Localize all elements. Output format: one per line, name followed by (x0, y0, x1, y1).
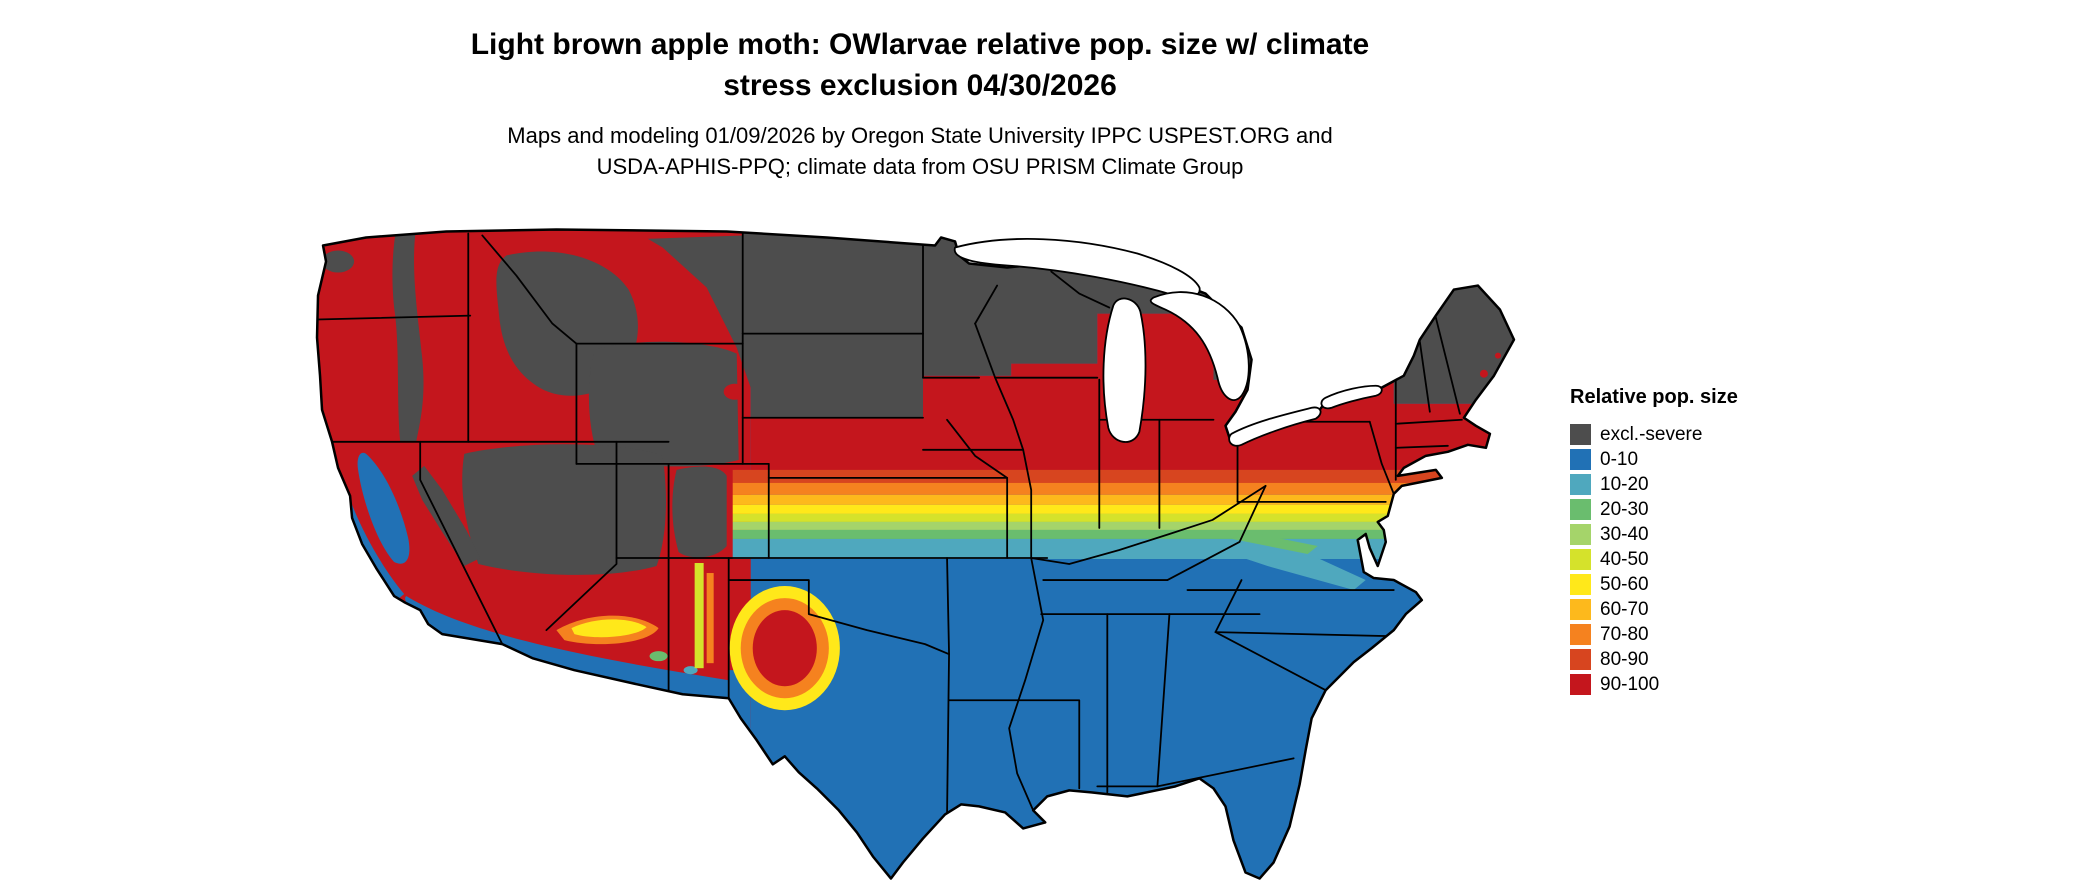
legend-swatch (1570, 474, 1591, 495)
legend-item: 30-40 (1570, 522, 1738, 547)
figure-header: Light brown apple moth: OWlarvae relativ… (0, 24, 1840, 182)
fill-olympics-gray (322, 250, 355, 273)
legend-label: 30-40 (1600, 524, 1649, 545)
fill-rio-grande-strip (694, 563, 704, 669)
fill-cascades-gray (392, 229, 424, 442)
legend-swatch (1570, 574, 1591, 595)
fill-band-30-40 (732, 521, 1514, 530)
fill-ca-coast-blue (344, 499, 405, 605)
fill-maine-coast-red-2 (1494, 352, 1501, 359)
figure-subtitle: Maps and modeling 01/09/2026 by Oregon S… (0, 120, 1840, 182)
us-map (306, 226, 1528, 890)
legend-label: 90-100 (1600, 674, 1660, 695)
legend-swatch (1570, 424, 1591, 445)
legend-swatch (1570, 624, 1591, 645)
legend-label: 40-50 (1600, 549, 1649, 570)
legend-label: 10-20 (1600, 474, 1649, 495)
legend-title: Relative pop. size (1570, 386, 1738, 408)
fill-adirondacks-gray (1341, 333, 1390, 366)
legend-swatch (1570, 599, 1591, 620)
legend-item: 10-20 (1570, 472, 1738, 497)
lake-huron (1149, 291, 1250, 401)
fill-colorado-rockies-gray (672, 466, 727, 558)
legend-item: 0-10 (1570, 447, 1738, 472)
legend-label: 80-90 (1600, 649, 1649, 670)
us-outline (315, 228, 1516, 880)
fill-black-hills-red (723, 383, 746, 400)
legend-label: 60-70 (1600, 599, 1649, 620)
legend-swatch (1570, 524, 1591, 545)
fill-mogollon-yellow (571, 619, 647, 638)
legend-item: 80-90 (1570, 647, 1738, 672)
figure-subtitle-line1: Maps and modeling 01/09/2026 by Oregon S… (507, 123, 1333, 148)
fill-band-80-90 (732, 469, 1514, 483)
fill-central-valley-blue (357, 452, 410, 564)
fill-band-60-70 (732, 494, 1514, 505)
legend-item: excl.-severe (1570, 422, 1738, 447)
legend-item: 20-30 (1570, 497, 1738, 522)
great-lakes (953, 238, 1383, 447)
fill-southwest-desert-blue (405, 596, 729, 699)
fill-band-70-80 (732, 482, 1514, 495)
us-map-svg (315, 228, 1516, 880)
legend-item: 60-70 (1570, 597, 1738, 622)
legend-swatch (1570, 549, 1591, 570)
fill-band-10-20 (732, 538, 1514, 560)
fill-nm-teal-speck (683, 666, 698, 675)
lake-ontario (1320, 384, 1383, 410)
legend-swatch (1570, 649, 1591, 670)
legend-item: 70-80 (1570, 622, 1738, 647)
legend-item: 40-50 (1570, 547, 1738, 572)
fill-wtx-red (752, 610, 817, 687)
legend: Relative pop. size excl.-severe 0-10 10-… (1570, 386, 1738, 697)
fill-appalachian-teal (1219, 538, 1366, 591)
fill-sierra-gray (412, 465, 481, 567)
fill-az-green-speck (649, 651, 668, 662)
figure-title: Light brown apple moth: OWlarvae relativ… (0, 24, 1840, 106)
legend-label: 0-10 (1600, 449, 1639, 470)
legend-item: 90-100 (1570, 672, 1738, 697)
legend-items: excl.-severe 0-10 10-20 20-30 30-40 40-5… (1570, 422, 1738, 697)
fill-maine-coast-red-1 (1479, 369, 1488, 378)
fill-band-20-30 (732, 529, 1514, 539)
figure-title-line2: stress exclusion 04/30/2026 (723, 69, 1117, 102)
fill-wyoming-gray (588, 341, 739, 467)
legend-label: excl.-severe (1600, 424, 1703, 445)
figure-title-line1: Light brown apple moth: OWlarvae relativ… (470, 28, 1370, 61)
state-borders (317, 232, 1463, 816)
legend-swatch (1570, 499, 1591, 520)
legend-swatch (1570, 674, 1591, 695)
legend-swatch (1570, 449, 1591, 470)
figure-subtitle-line2: USDA-APHIS-PPQ; climate data from OSU PR… (596, 154, 1244, 179)
fill-great-basin-gray (462, 444, 666, 575)
fill-west-texas-blue (728, 670, 751, 829)
lake-michigan (1102, 297, 1147, 443)
legend-item: 50-60 (1570, 572, 1738, 597)
fill-appalachian-green (1232, 529, 1318, 554)
legend-label: 50-60 (1600, 574, 1649, 595)
lake-erie (1228, 406, 1322, 447)
fill-band-50-60 (732, 504, 1514, 514)
legend-label: 20-30 (1600, 499, 1649, 520)
legend-label: 70-80 (1600, 624, 1649, 645)
fill-nm-orange-strip (706, 573, 714, 664)
fill-band-40-50 (732, 513, 1514, 522)
